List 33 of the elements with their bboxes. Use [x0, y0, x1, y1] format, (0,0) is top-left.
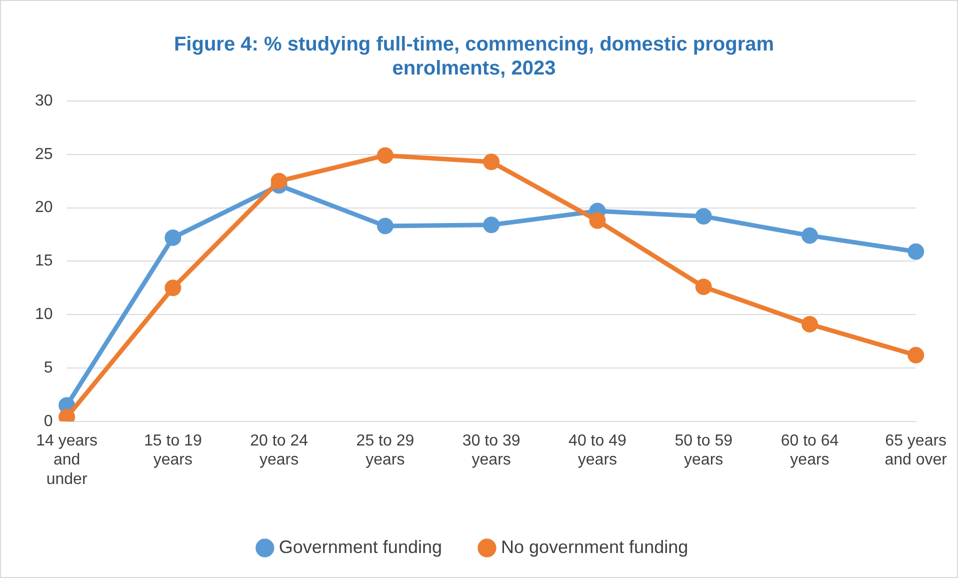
- x-tick-label: 65 years and over: [884, 432, 948, 469]
- point: [908, 243, 924, 260]
- y-tick-label: 0: [44, 412, 53, 430]
- x-tick-label: 60 to 64 years: [780, 432, 839, 469]
- point: [164, 229, 182, 246]
- y-tick-label: 15: [35, 252, 53, 270]
- point: [695, 278, 712, 296]
- x-tick-label: 14 years and under: [36, 432, 98, 488]
- point: [376, 147, 394, 164]
- y-tick-label: 25: [35, 146, 53, 163]
- point: [908, 346, 924, 364]
- legend-label: No government funding: [500, 536, 688, 557]
- y-tick-label: 20: [35, 199, 53, 216]
- y-tick-label: 5: [44, 359, 53, 376]
- point: [801, 227, 818, 244]
- x-tick-label: 25 to 29 years: [356, 432, 414, 469]
- point: [483, 216, 500, 234]
- point: [164, 280, 182, 296]
- point: [801, 316, 818, 332]
- chart-title: Figure 4: % studying full-time, commencing, domestic program enrolments, 2023: [174, 34, 774, 80]
- x-tick-label: 20 to 24 years: [250, 432, 308, 469]
- x-tick-label: 30 to 39 years: [462, 432, 520, 469]
- x-tick-label: 15 to 19 years: [144, 432, 202, 469]
- x-tick-label: 40 to 49 years: [568, 432, 626, 469]
- point: [589, 212, 606, 229]
- point: [483, 154, 500, 170]
- x-tick-label: 50 to 59 years: [674, 432, 733, 469]
- point: [270, 172, 288, 190]
- point: [376, 218, 394, 234]
- y-tick-label: 10: [35, 306, 53, 324]
- y-tick-label: 30: [35, 92, 53, 110]
- point: [695, 208, 712, 225]
- legend-label: Government funding: [278, 536, 442, 557]
